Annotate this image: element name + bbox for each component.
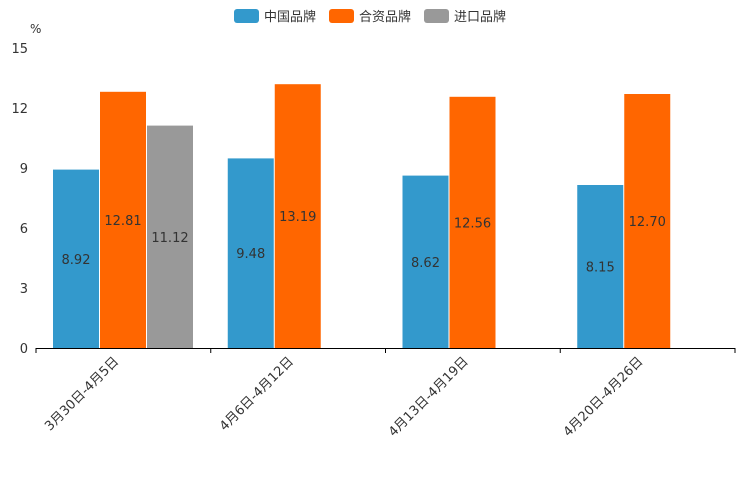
bar-1-1 bbox=[53, 169, 99, 348]
bar-2-1 bbox=[100, 91, 146, 349]
legend: 中国品牌 合资品牌 进口品牌 bbox=[234, 9, 506, 25]
bar-2-3 bbox=[449, 96, 496, 348]
data-label-2-4: 12.70 bbox=[629, 215, 666, 230]
x-axis: 3月30日-4月5日 4月6日-4月12日 4月13日-4月19日 4月20日-4月2… bbox=[35, 348, 736, 440]
y-tick-label: 3 bbox=[20, 282, 28, 297]
legend-label-3: 进口品牌 bbox=[454, 9, 506, 25]
data-label-2-2: 13.19 bbox=[279, 210, 316, 225]
y-axis-unit-label: % bbox=[30, 22, 41, 36]
data-label-1-3: 8.62 bbox=[411, 256, 440, 271]
x-tick-label: 4月6日-4月12日 bbox=[217, 354, 297, 434]
bar-2-4 bbox=[624, 94, 671, 348]
data-label-2-3: 12.56 bbox=[454, 216, 491, 231]
bars: 8.92 12.81 11.12 9.48 13.19 8.62 12.56 8.15 12.7… bbox=[53, 84, 671, 349]
legend-label-1: 中国品牌 bbox=[264, 9, 316, 25]
y-tick-label: 0 bbox=[20, 342, 28, 357]
y-tick-label: 6 bbox=[20, 222, 28, 237]
x-tick-label: 4月13日-4月19日 bbox=[386, 354, 472, 440]
legend-label-2: 合资品牌 bbox=[359, 9, 411, 25]
legend-swatch-2 bbox=[329, 9, 354, 23]
data-label-2-1: 12.81 bbox=[104, 214, 141, 229]
bar-1-3 bbox=[402, 175, 449, 348]
bar-1-4 bbox=[577, 185, 624, 348]
data-label-1-2: 9.48 bbox=[236, 247, 265, 262]
legend-swatch-1 bbox=[234, 9, 259, 23]
legend-swatch-3 bbox=[424, 9, 449, 23]
bar-1-2 bbox=[227, 158, 274, 348]
bar-2-2 bbox=[274, 84, 321, 348]
y-tick-label: 12 bbox=[11, 102, 28, 117]
bar-3-1 bbox=[147, 125, 193, 348]
y-tick-label: 15 bbox=[11, 42, 28, 57]
y-axis: 0 3 6 9 12 15 bbox=[11, 42, 28, 357]
y-tick-label: 9 bbox=[20, 162, 28, 177]
data-label-1-1: 8.92 bbox=[62, 253, 91, 268]
data-label-3-1: 11.12 bbox=[151, 231, 188, 246]
x-tick-label: 4月20日-4月26日 bbox=[561, 354, 647, 440]
data-label-1-4: 8.15 bbox=[586, 261, 615, 276]
x-tick-label: 3月30日-4月5日 bbox=[42, 354, 122, 434]
